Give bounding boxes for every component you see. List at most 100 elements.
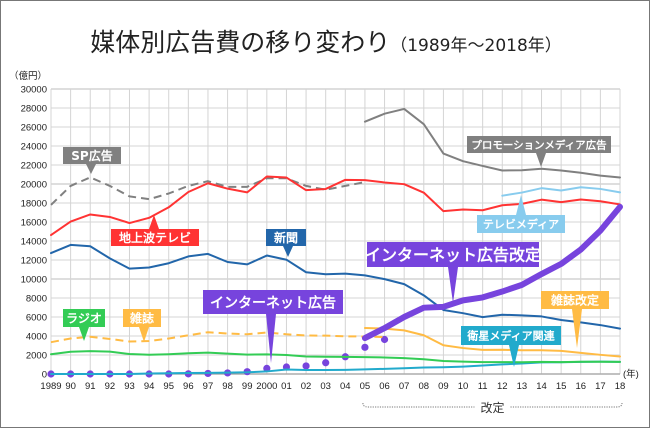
x-tick-label: 12 xyxy=(497,381,508,392)
x-tick-label: 15 xyxy=(556,381,567,392)
chart-title: 媒体別広告費の移り変わり（1989年〜2018年） xyxy=(1,23,649,59)
callout-pointer xyxy=(509,345,519,367)
data-point xyxy=(263,364,271,372)
callout-雑誌: 雑誌 xyxy=(123,309,161,342)
series-line xyxy=(361,203,623,342)
series-label: 衛星メディア関連 xyxy=(466,329,555,343)
x-tick-label: 95 xyxy=(163,381,174,392)
title-subtitle: （1989年〜2018年） xyxy=(390,36,562,56)
callout-SP広告: SP広告 xyxy=(63,147,121,174)
callout-pointer xyxy=(448,267,458,303)
callout-pointer xyxy=(283,246,293,257)
series-label: インターネット広告改定 xyxy=(365,246,541,265)
callout-pointer xyxy=(79,327,89,341)
series-雑誌改定 xyxy=(363,327,621,358)
data-point xyxy=(322,359,330,367)
y-tick-label: 30000 xyxy=(21,85,47,96)
x-axis-unit: (年) xyxy=(623,368,639,380)
callout-pointer xyxy=(139,327,149,342)
revision-bracket-label: 改定 xyxy=(480,400,504,415)
x-tick-label: 97 xyxy=(203,381,214,392)
x-tick-label: 92 xyxy=(105,381,116,392)
series-SP広告 xyxy=(50,176,366,206)
callout-地上波テレビ: 地上波テレビ xyxy=(111,215,199,246)
y-tick-label: 2000 xyxy=(26,351,47,362)
callout-box xyxy=(541,291,609,309)
series-プロモーションメディア広告 xyxy=(363,107,621,179)
y-tick-label: 4000 xyxy=(26,332,47,343)
revision-bracket xyxy=(362,402,623,408)
callout-pointer xyxy=(536,153,546,167)
x-tick-label: 11 xyxy=(478,381,488,392)
x-tick-label: 18 xyxy=(615,381,626,392)
callout-インターネット広告改定: インターネット広告改定 xyxy=(365,242,541,303)
y-axis-unit: （億円） xyxy=(9,70,47,82)
y-tick-label: 16000 xyxy=(21,218,47,229)
x-tick-label: 01 xyxy=(281,381,292,392)
callout-box xyxy=(461,326,561,345)
x-tick-label: 2000 xyxy=(256,381,277,392)
series-雑誌 xyxy=(50,331,385,344)
x-tick-label: 07 xyxy=(399,381,410,392)
y-tick-label: 18000 xyxy=(21,199,47,210)
series-テレビメディア xyxy=(501,186,621,197)
x-tick-label: 08 xyxy=(419,381,430,392)
x-tick-label: 96 xyxy=(183,381,194,392)
series-label: 雑誌 xyxy=(129,311,154,326)
callout-インターネット広告: インターネット広告 xyxy=(203,290,343,363)
x-tick-label: 10 xyxy=(458,381,469,392)
callout-ラジオ: ラジオ xyxy=(63,309,105,341)
callout-pointer xyxy=(516,195,526,215)
x-tick-label: 05 xyxy=(360,381,371,392)
x-tick-label: 90 xyxy=(65,381,76,392)
series-line xyxy=(50,360,621,375)
callout-box xyxy=(477,215,565,233)
x-tick-label: 93 xyxy=(124,381,135,392)
callout-box xyxy=(467,136,611,153)
y-tick-label: 24000 xyxy=(21,142,47,153)
callout-pointer xyxy=(572,309,582,348)
series-label: テレビメディア xyxy=(483,217,559,231)
series-line xyxy=(50,331,385,344)
series-line xyxy=(363,327,621,358)
x-tick-label: 91 xyxy=(85,381,96,392)
series-地上波テレビ xyxy=(50,175,621,237)
y-tick-label: 12000 xyxy=(21,256,47,267)
x-tick-label: 16 xyxy=(575,381,586,392)
y-tick-label: 26000 xyxy=(21,123,47,134)
callout-衛星メディア関連: 衛星メディア関連 xyxy=(461,326,561,367)
series-衛星メディア関連 xyxy=(50,360,621,375)
callout-box xyxy=(123,309,161,327)
callout-box xyxy=(367,242,539,267)
x-tick-label: 03 xyxy=(320,381,331,392)
x-tick-label: 99 xyxy=(242,381,253,392)
y-tick-label: 0 xyxy=(42,370,47,381)
series-label: プロモーションメディア広告 xyxy=(471,138,607,151)
series-line xyxy=(363,107,621,179)
x-tick-label: 98 xyxy=(222,381,233,392)
callout-pointer xyxy=(86,164,96,174)
x-tick-label: 17 xyxy=(595,381,606,392)
series-label: インターネット広告 xyxy=(210,294,336,311)
x-tick-label: 09 xyxy=(438,381,449,392)
y-tick-label: 14000 xyxy=(21,237,47,248)
series-line xyxy=(50,243,621,330)
series-インターネット広告改定 xyxy=(361,203,623,342)
y-tick-label: 10000 xyxy=(21,275,47,286)
x-tick-label: 14 xyxy=(536,381,547,392)
callout-box xyxy=(203,290,343,314)
series-ラジオ xyxy=(50,350,621,364)
series-label: 地上波テレビ xyxy=(119,230,191,245)
callout-テレビメディア: テレビメディア xyxy=(477,195,565,233)
callout-box xyxy=(111,229,199,246)
callout-雑誌改定: 雑誌改定 xyxy=(541,291,609,348)
series-label: SP広告 xyxy=(71,148,112,163)
callout-pointer xyxy=(149,215,159,229)
data-point xyxy=(361,343,369,351)
data-point xyxy=(380,335,389,344)
data-point xyxy=(302,362,310,370)
callout-新聞: 新聞 xyxy=(266,229,306,257)
series-label: 雑誌改定 xyxy=(550,293,599,308)
y-tick-label: 28000 xyxy=(21,104,47,115)
